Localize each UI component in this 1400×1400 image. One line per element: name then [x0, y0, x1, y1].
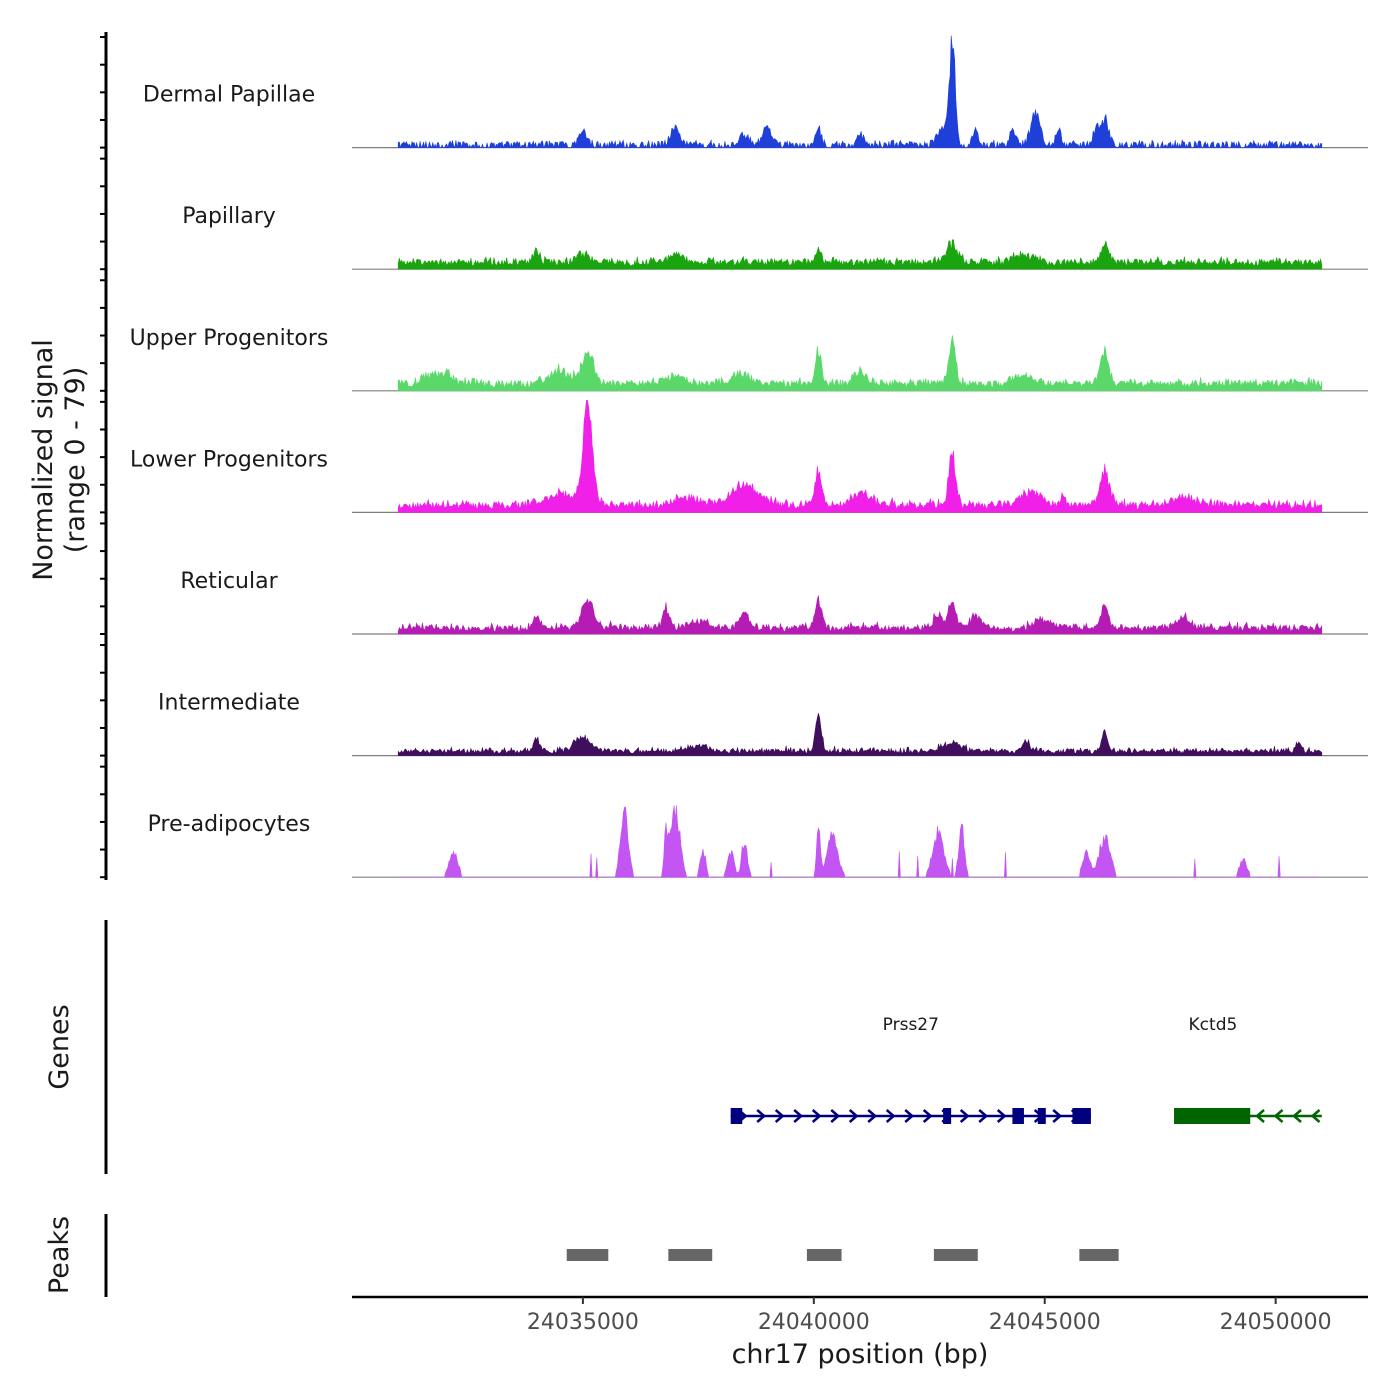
genes-panel-label: Genes	[44, 1004, 75, 1089]
track-signal-area	[397, 713, 1323, 756]
strand-arrow	[830, 1109, 841, 1123]
gene-exon	[943, 1108, 952, 1124]
track-label: Papillary	[182, 204, 276, 229]
x-tick-label: 24040000	[758, 1310, 870, 1335]
track-signal-area	[398, 805, 1322, 878]
track-pre-adipocytes: Pre-adipocytes	[148, 805, 1368, 878]
track-label: Intermediate	[158, 691, 300, 716]
gene-exon	[1174, 1108, 1251, 1124]
track-label: Reticular	[180, 569, 278, 594]
peak-region	[806, 1249, 842, 1261]
gene-exon	[730, 1108, 743, 1124]
strand-arrow	[811, 1109, 822, 1123]
track-signal-area	[397, 335, 1323, 392]
track-upper-progenitors: Upper Progenitors	[130, 326, 1368, 392]
track-label: Pre-adipocytes	[148, 812, 311, 837]
track-intermediate: Intermediate	[158, 691, 1368, 757]
strand-arrow	[867, 1109, 878, 1123]
peaks-panel	[104, 1214, 1119, 1297]
track-label: Upper Progenitors	[130, 326, 329, 351]
gene-kctd5: Kctd5	[1174, 1015, 1322, 1124]
peak-region	[668, 1249, 713, 1261]
peak-region	[933, 1249, 978, 1261]
x-tick-label: 24035000	[527, 1310, 639, 1335]
track-signal-area	[397, 595, 1323, 635]
x-tick-label: 24045000	[989, 1310, 1101, 1335]
strand-arrow	[756, 1109, 767, 1123]
strand-arrow	[959, 1109, 970, 1123]
track-label: Lower Progenitors	[130, 447, 328, 472]
gene-exon	[1012, 1108, 1024, 1124]
track-papillary: Papillary	[182, 204, 1368, 270]
gene-exon	[1072, 1108, 1091, 1124]
x-axis: 24035000 24040000 24045000 24050000	[352, 1295, 1368, 1335]
strand-arrow	[774, 1109, 785, 1123]
track-reticular: Reticular	[180, 569, 1368, 635]
gene-exon	[1037, 1108, 1046, 1124]
track-signal-area	[397, 239, 1323, 270]
gene-label: Kctd5	[1189, 1015, 1238, 1035]
track-dermal-papillae: Dermal Papillae	[143, 35, 1368, 149]
strand-arrow	[848, 1109, 859, 1123]
peak-region	[1079, 1249, 1119, 1261]
strand-arrow	[1052, 1109, 1063, 1123]
genes-panel: Prss27 Kctd5	[104, 920, 1322, 1174]
track-signal-area	[397, 400, 1323, 513]
track-lower-progenitors: Lower Progenitors	[130, 400, 1368, 514]
coverage-tracks: Dermal Papillae Papillary Upper Progenitor…	[100, 32, 1368, 880]
strand-arrow	[885, 1109, 896, 1123]
x-tick-label: 24050000	[1220, 1310, 1332, 1335]
strand-arrow	[978, 1109, 989, 1123]
y-axis-label: Normalized signal	[28, 339, 59, 581]
x-axis-label: chr17 position (bp)	[732, 1339, 989, 1370]
y-axis-range-label: (range 0 - 79)	[60, 367, 91, 554]
peaks-panel-label: Peaks	[44, 1216, 75, 1294]
gene-prss27: Prss27	[730, 1015, 1091, 1124]
strand-arrow	[1292, 1109, 1302, 1123]
strand-arrow	[1255, 1109, 1265, 1123]
strand-arrow	[996, 1109, 1007, 1123]
strand-arrow	[793, 1109, 804, 1123]
strand-arrow	[922, 1109, 933, 1123]
peak-region	[566, 1249, 609, 1261]
strand-arrow	[1310, 1109, 1321, 1123]
gene-label: Prss27	[883, 1015, 939, 1035]
strand-arrow	[904, 1109, 915, 1123]
track-label: Dermal Papillae	[143, 83, 315, 108]
strand-arrow	[1273, 1109, 1284, 1123]
track-signal-area	[397, 35, 1323, 149]
